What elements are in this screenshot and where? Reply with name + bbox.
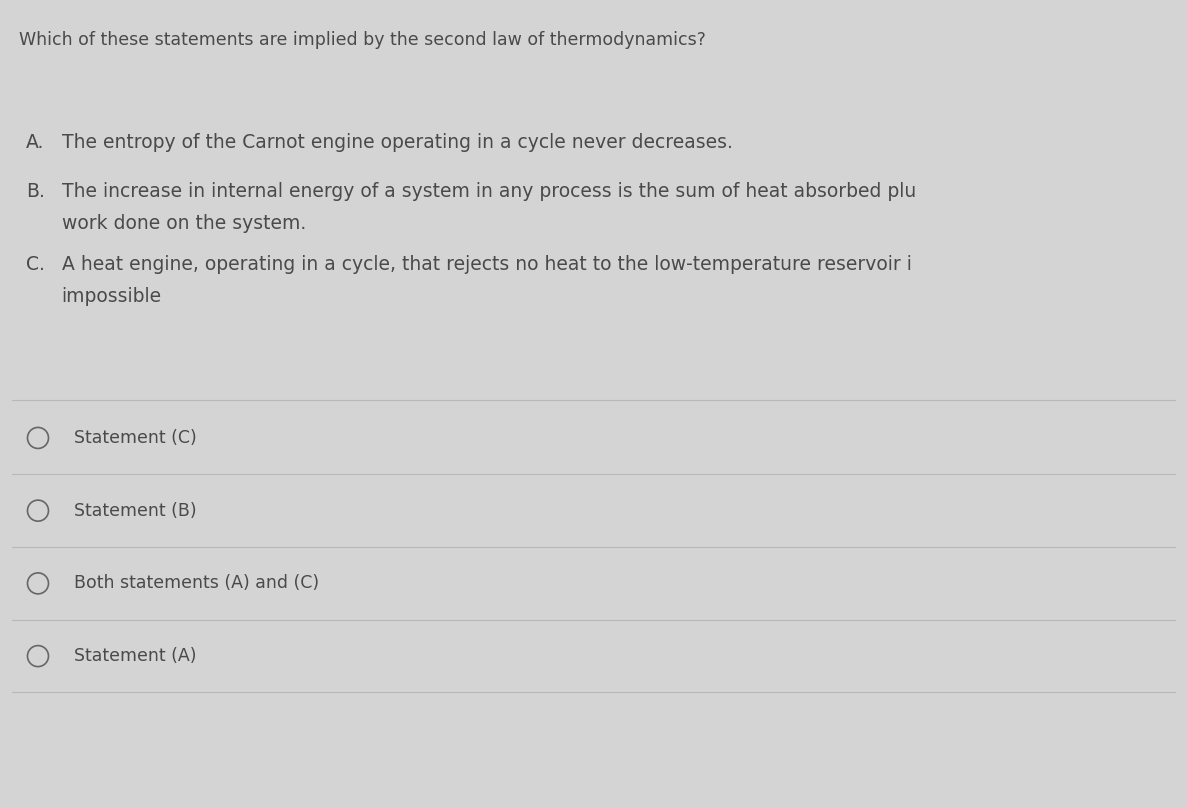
Text: B.: B.: [26, 182, 45, 201]
Text: Statement (B): Statement (B): [74, 502, 196, 520]
Text: Statement (A): Statement (A): [74, 647, 196, 665]
Text: Both statements (A) and (C): Both statements (A) and (C): [74, 574, 319, 592]
Text: Statement (C): Statement (C): [74, 429, 196, 447]
Text: The increase in internal energy of a system in any process is the sum of heat ab: The increase in internal energy of a sys…: [62, 182, 916, 201]
Text: A.: A.: [26, 133, 44, 153]
Text: A heat engine, operating in a cycle, that rejects no heat to the low-temperature: A heat engine, operating in a cycle, tha…: [62, 255, 912, 274]
Text: Which of these statements are implied by the second law of thermodynamics?: Which of these statements are implied by…: [19, 31, 706, 48]
Text: work done on the system.: work done on the system.: [62, 214, 306, 234]
Text: impossible: impossible: [62, 287, 161, 306]
Text: C.: C.: [26, 255, 45, 274]
Text: The entropy of the Carnot engine operating in a cycle never decreases.: The entropy of the Carnot engine operati…: [62, 133, 732, 153]
